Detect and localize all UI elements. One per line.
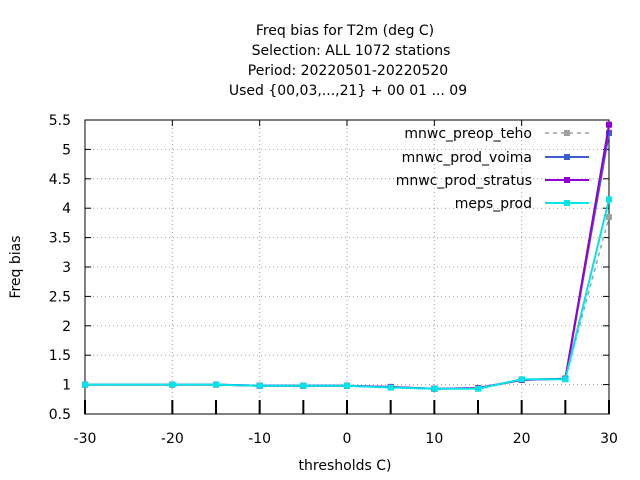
title-line-4: Used {00,03,...,21} + 00 01 ... 09: [229, 83, 467, 99]
grid: [85, 120, 609, 414]
legend-marker: [564, 130, 570, 136]
legend-label: meps_prod: [455, 196, 532, 212]
series-meps_prod: [82, 196, 612, 392]
x-tick-label: -20: [161, 431, 184, 447]
data-point: [606, 129, 612, 136]
y-tick-label: 4.5: [49, 172, 71, 188]
data-point: [518, 376, 525, 383]
legend-entry: mnwc_preop_teho: [404, 126, 589, 142]
series-line: [85, 199, 610, 390]
legend-label: mnwc_prod_stratus: [396, 173, 532, 189]
legend-entry: meps_prod: [455, 196, 589, 212]
legend-label: mnwc_prod_voima: [402, 150, 532, 166]
x-tick-labels: -30 -20 -10 0 10 20 30: [74, 431, 618, 447]
data-point: [606, 214, 612, 221]
data-point: [256, 382, 263, 389]
data-point: [431, 385, 438, 392]
y-tick-label: 2.5: [49, 289, 71, 305]
y-tick-label: 5: [62, 142, 71, 158]
y-tick-label: 4: [62, 201, 71, 217]
y-tick-label: 5.5: [49, 113, 71, 129]
y-tick-label: 3.5: [49, 231, 71, 247]
data-point: [82, 381, 88, 388]
title-line-1: Freq bias for T2m (deg C): [256, 23, 434, 39]
legend-label: mnwc_preop_teho: [404, 126, 532, 142]
legend-marker: [564, 177, 570, 183]
title-line-3: Period: 20220501-20220520: [248, 63, 448, 79]
x-tick-label: 20: [513, 431, 531, 447]
x-tick-label: 30: [600, 431, 618, 447]
data-point: [300, 382, 307, 389]
data-point: [606, 196, 612, 203]
data-point: [344, 382, 350, 389]
title-line-2: Selection: ALL 1072 stations: [252, 43, 451, 59]
data-point: [213, 381, 219, 388]
x-tick-label: -30: [74, 431, 97, 447]
x-tick-label: -10: [248, 431, 271, 447]
y-tick-labels: 0.5 1 1.5 2 2.5 3 3.5 4 4.5 5 5.5: [49, 113, 71, 423]
y-tick-label: 1.5: [49, 348, 71, 364]
y-axis-label: Freq bias: [8, 235, 24, 298]
x-tick-label: 0: [343, 431, 352, 447]
y-tick-label: 2: [62, 319, 71, 335]
data-point: [387, 384, 394, 391]
x-tick-label: 10: [425, 431, 443, 447]
plot-frame: [84, 119, 610, 415]
series-lines: [82, 121, 612, 392]
x-axis-label: thresholds C): [299, 458, 392, 474]
legend: mnwc_preop_teho mnwc_prod_voima mnwc_prod_…: [396, 126, 589, 212]
y-tick-label: 3: [62, 260, 71, 276]
y-tick-label: 1: [62, 378, 71, 394]
y-tick-label: 0.5: [49, 407, 71, 423]
data-point: [169, 381, 176, 388]
legend-marker: [564, 154, 570, 160]
chart-title: Freq bias for T2m (deg C) Selection: ALL…: [229, 23, 467, 99]
legend-entry: mnwc_prod_stratus: [396, 173, 589, 189]
series-line: [85, 216, 610, 390]
data-point: [562, 376, 569, 383]
legend-marker: [564, 200, 570, 206]
data-point: [475, 385, 481, 392]
data-point: [606, 121, 612, 128]
legend-entry: mnwc_prod_voima: [402, 150, 589, 166]
